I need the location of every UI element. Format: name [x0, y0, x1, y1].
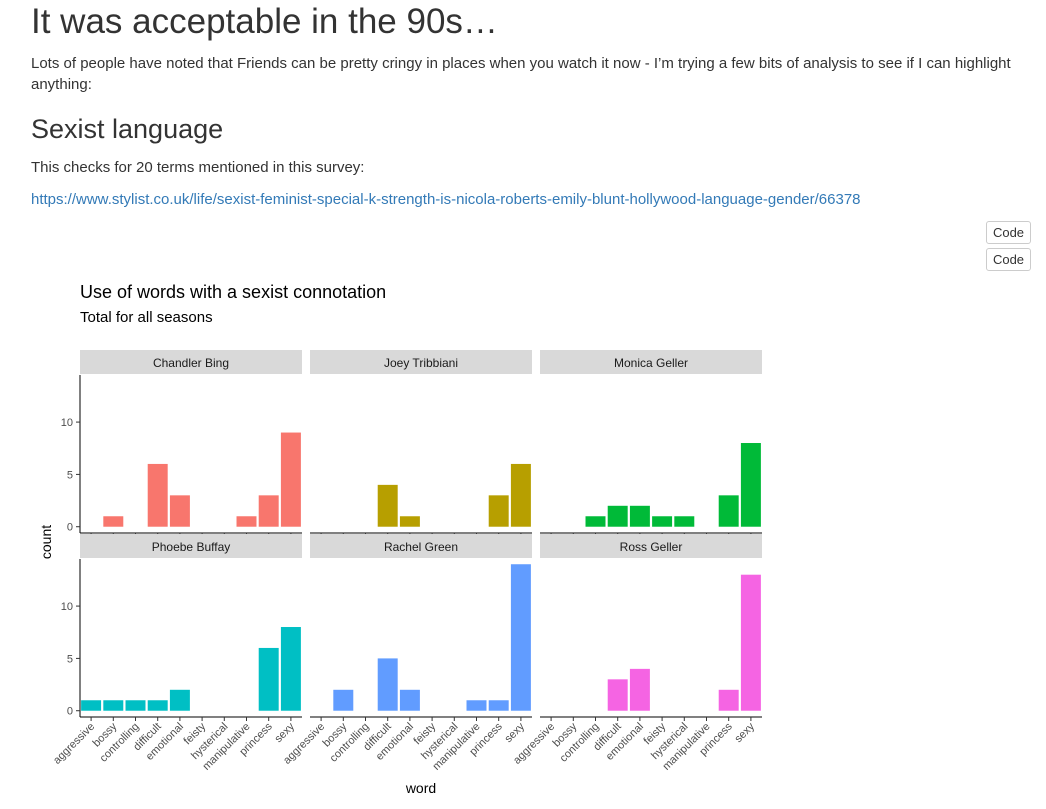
facet-label: Joey Tribbiani — [384, 356, 458, 370]
facet-strip — [80, 350, 302, 374]
bar — [740, 443, 761, 527]
bar — [81, 700, 102, 711]
page-title: It was acceptable in the 90s… — [31, 2, 498, 41]
y-tick-label: 10 — [61, 601, 73, 613]
x-axis-label: word — [405, 780, 436, 796]
facet-strip — [540, 350, 762, 374]
facet-label: Chandler Bing — [153, 356, 229, 370]
bar — [103, 516, 124, 527]
y-tick-label: 0 — [67, 522, 73, 534]
facet-strip — [540, 534, 762, 558]
bar — [510, 463, 531, 527]
facet-label: Ross Geller — [620, 540, 683, 554]
faceted-bar-chart: Use of words with a sexist connotation T… — [38, 282, 762, 796]
section-description: This checks for 20 terms mentioned in th… — [31, 159, 365, 176]
bar — [629, 505, 650, 527]
bar — [674, 516, 695, 527]
x-tick-label: aggressive — [51, 721, 97, 767]
bar — [607, 679, 628, 711]
bar — [718, 689, 739, 711]
bar — [718, 495, 739, 527]
bar — [488, 700, 509, 711]
chart-subtitle: Total for all seasons — [80, 309, 213, 326]
bar — [280, 627, 301, 711]
facet-label: Monica Geller — [614, 356, 688, 370]
bar — [147, 700, 168, 711]
y-tick-label: 10 — [61, 417, 73, 429]
bar — [258, 495, 279, 527]
bar — [510, 564, 531, 711]
bar — [377, 484, 398, 527]
bar — [399, 689, 420, 711]
bar — [280, 432, 301, 527]
bar — [399, 516, 420, 527]
section-title: Sexist language — [31, 114, 224, 144]
y-axis-label: count — [38, 525, 54, 559]
bar — [488, 495, 509, 527]
y-tick-label: 5 — [67, 653, 73, 665]
code-toggle-button[interactable]: Code — [986, 221, 1031, 244]
facet-strip — [80, 534, 302, 558]
y-tick-label: 0 — [67, 706, 73, 718]
bar — [147, 463, 168, 527]
bar — [607, 505, 628, 527]
bar — [236, 516, 257, 527]
x-tick-label: sexy — [273, 720, 298, 745]
facet-strip — [310, 350, 532, 374]
bar — [169, 689, 190, 711]
y-tick-label: 5 — [67, 469, 73, 481]
facet-strip — [310, 534, 532, 558]
facet-label: Phoebe Buffay — [152, 540, 231, 554]
bar — [377, 658, 398, 711]
bar — [629, 668, 650, 711]
code-toggle-button[interactable]: Code — [986, 248, 1031, 271]
bar — [585, 516, 606, 527]
bar — [103, 700, 124, 711]
bar — [333, 689, 354, 711]
bar — [740, 574, 761, 711]
chart-title: Use of words with a sexist connotation — [80, 282, 386, 302]
bar — [466, 700, 487, 711]
bar — [652, 516, 673, 527]
intro-paragraph: Lots of people have noted that Friends c… — [31, 55, 1011, 93]
bar — [258, 647, 279, 711]
bar — [125, 700, 146, 711]
bar — [169, 495, 190, 527]
x-tick-label: sexy — [733, 720, 758, 745]
survey-link[interactable]: https://www.stylist.co.uk/life/sexist-fe… — [31, 191, 861, 208]
facet-label: Rachel Green — [384, 540, 458, 554]
x-tick-label: sexy — [503, 720, 528, 745]
